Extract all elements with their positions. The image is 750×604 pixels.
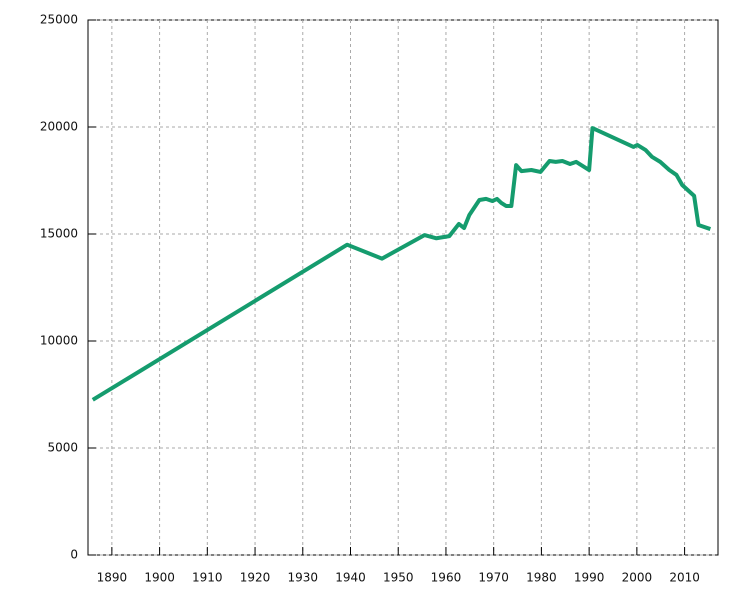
x-tick-label: 1940 xyxy=(335,571,366,585)
y-tick-label: 10000 xyxy=(40,334,78,348)
x-tick-label: 1960 xyxy=(431,571,462,585)
x-tick-label: 1970 xyxy=(478,571,509,585)
x-tick-label: 1910 xyxy=(192,571,223,585)
x-tick-label: 2000 xyxy=(622,571,653,585)
x-tick-label: 1890 xyxy=(97,571,128,585)
y-tick-label: 25000 xyxy=(40,13,78,27)
x-tick-label: 1950 xyxy=(383,571,414,585)
y-tick-label: 20000 xyxy=(40,120,78,134)
y-tick-label: 0 xyxy=(70,548,78,562)
x-tick-label: 1900 xyxy=(144,571,175,585)
x-tick-label: 1980 xyxy=(526,571,557,585)
y-tick-label: 5000 xyxy=(47,441,78,455)
plot-frame xyxy=(87,19,719,556)
x-tick-label: 1920 xyxy=(240,571,271,585)
x-tick-label: 1990 xyxy=(574,571,605,585)
y-tick-label: 15000 xyxy=(40,227,78,241)
data-line xyxy=(91,126,712,402)
x-tick-label: 1930 xyxy=(287,571,318,585)
x-tick-label: 2010 xyxy=(669,571,700,585)
